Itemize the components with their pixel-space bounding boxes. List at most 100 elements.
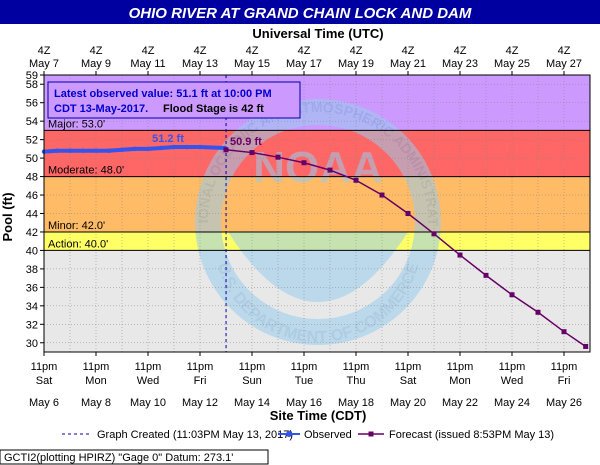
observed-point (80, 148, 86, 153)
stage-label-action: Action: 40.0' (48, 238, 108, 250)
y-axis-title: Pool (ft) (0, 192, 15, 241)
top-tick-date: May 13 (182, 58, 218, 70)
info-box-frame (47, 81, 301, 119)
bottom-tick-time: 11pm (343, 361, 370, 373)
bottom-tick-time: 11pm (31, 361, 58, 373)
top-tick-time: 4Z (194, 45, 207, 57)
bottom-tick-date: May 14 (234, 397, 270, 409)
top-tick-time: 4Z (454, 45, 467, 57)
top-tick-date: May 15 (234, 58, 270, 70)
y-tick-label: 46 (26, 190, 38, 202)
forecast-point (379, 192, 385, 198)
stage-label-minor: Minor: 42.0' (48, 220, 105, 232)
bottom-tick-day: Fri (558, 375, 571, 387)
bottom-tick-time: 11pm (291, 361, 318, 373)
y-tick-label: 32 (26, 319, 38, 331)
top-tick-time: 4Z (246, 45, 259, 57)
y-tick-label: 59 (26, 70, 38, 82)
bottom-tick-date: May 6 (29, 397, 59, 409)
top-axis-title: Universal Time (UTC) (252, 26, 383, 41)
y-tick-label: 56 (26, 98, 38, 110)
series-layer: 51.2 ft 50.9 ft (41, 133, 589, 349)
forecast-point (223, 147, 229, 153)
bottom-tick-date: May 20 (390, 397, 426, 409)
bottom-tick-date: May 24 (494, 397, 530, 409)
top-tick-time: 4Z (298, 45, 311, 57)
y-tick-label: 36 (26, 282, 38, 294)
bottom-tick-day: Thu (347, 375, 366, 387)
band-minor (44, 176, 590, 232)
forecast-point (249, 150, 255, 156)
y-tick-label: 38 (26, 264, 38, 276)
chart-title: OHIO RIVER AT GRAND CHAIN LOCK AND DAM (129, 5, 472, 22)
y-tick-label: 50 (26, 153, 38, 165)
grid-lines (43, 75, 591, 352)
top-tick-time: 4Z (558, 45, 571, 57)
footer-frame (0, 449, 269, 465)
forecast-point (561, 329, 567, 335)
observed-point (145, 146, 151, 152)
top-tick-time: 4Z (506, 45, 519, 57)
forecast-point (353, 177, 359, 183)
bottom-tick-day: Mon (85, 375, 106, 387)
bottom-tick-day: Tue (295, 375, 314, 387)
forecast-start-label: 50.9 ft (230, 136, 262, 148)
bottom-tick-date: May 10 (130, 397, 166, 409)
info-line-2-suffix: Flood Stage is 42 ft (163, 103, 264, 115)
bottom-tick-date: May 22 (442, 397, 478, 409)
observed-point (93, 148, 99, 153)
forecast-point (275, 154, 281, 160)
top-tick-time: 4Z (350, 45, 363, 57)
y-tick-label: 30 (26, 338, 38, 350)
forecast-point (431, 231, 437, 237)
info-line-1: Latest observed value: 51.1 ft at 10:00 … (54, 88, 272, 100)
observed-point (171, 144, 177, 150)
forecast-point (457, 252, 463, 258)
top-tick-date: May 17 (286, 58, 322, 70)
y-tick-label: 44 (26, 209, 38, 221)
bottom-tick-time: 11pm (239, 361, 266, 373)
forecast-point (483, 272, 489, 278)
title-bar (0, 0, 600, 24)
bottom-tick-day: Wed (137, 375, 159, 387)
stage-label-major: Major: 53.0' (48, 118, 105, 130)
bottom-tick-time: 11pm (187, 361, 214, 373)
bottom-tick-time: 11pm (447, 361, 474, 373)
top-tick-time: 4Z (38, 45, 51, 57)
bottom-tick-day: Sat (400, 375, 417, 387)
stage-labels: Major: 53.0' Moderate: 48.0' Minor: 42.0' A… (48, 118, 124, 250)
top-tick-date: May 25 (494, 58, 530, 70)
top-tick-date: May 23 (442, 58, 478, 70)
legend-observed-label: Observed (304, 429, 352, 441)
bottom-tick-time: 11pm (83, 361, 110, 373)
bottom-tick-time: 11pm (551, 361, 578, 373)
bottom-tick-date: May 26 (546, 397, 582, 409)
forecast-point (405, 211, 411, 216)
top-tick-time: 4Z (402, 45, 415, 57)
observed-point (132, 146, 138, 152)
bottom-tick-time: 11pm (395, 361, 422, 373)
observed-point (106, 148, 112, 153)
top-tick-date: May 27 (546, 58, 582, 70)
top-tick-date: May 9 (81, 58, 111, 70)
y-tick-label: 42 (26, 227, 38, 239)
legend: Graph Created (11:03PM May 13, 2017) Obs… (62, 429, 554, 441)
footer-text: GCTI2(plotting HPIRZ) "Gage 0" Datum: 27… (4, 452, 233, 464)
y-tick-label: 48 (26, 172, 38, 184)
bottom-tick-date: May 12 (182, 397, 218, 409)
observed-point (197, 144, 203, 150)
forecast-point (327, 167, 333, 173)
top-tick-time: 4Z (90, 45, 103, 57)
bottom-tick-date: May 8 (81, 397, 111, 409)
top-tick-date: May 21 (390, 58, 426, 70)
band-moderate (44, 130, 590, 177)
legend-forecast-label: Forecast (issued 8:53PM May 13) (389, 429, 554, 441)
watermark-ring (195, 99, 441, 345)
latest-observed-box: Latest observed value: 51.1 ft at 10:00 … (47, 81, 301, 119)
forecast-point (509, 292, 515, 298)
bottom-tick-day: Sat (36, 375, 53, 387)
stage-label-moderate: Moderate: 48.0' (48, 165, 124, 177)
